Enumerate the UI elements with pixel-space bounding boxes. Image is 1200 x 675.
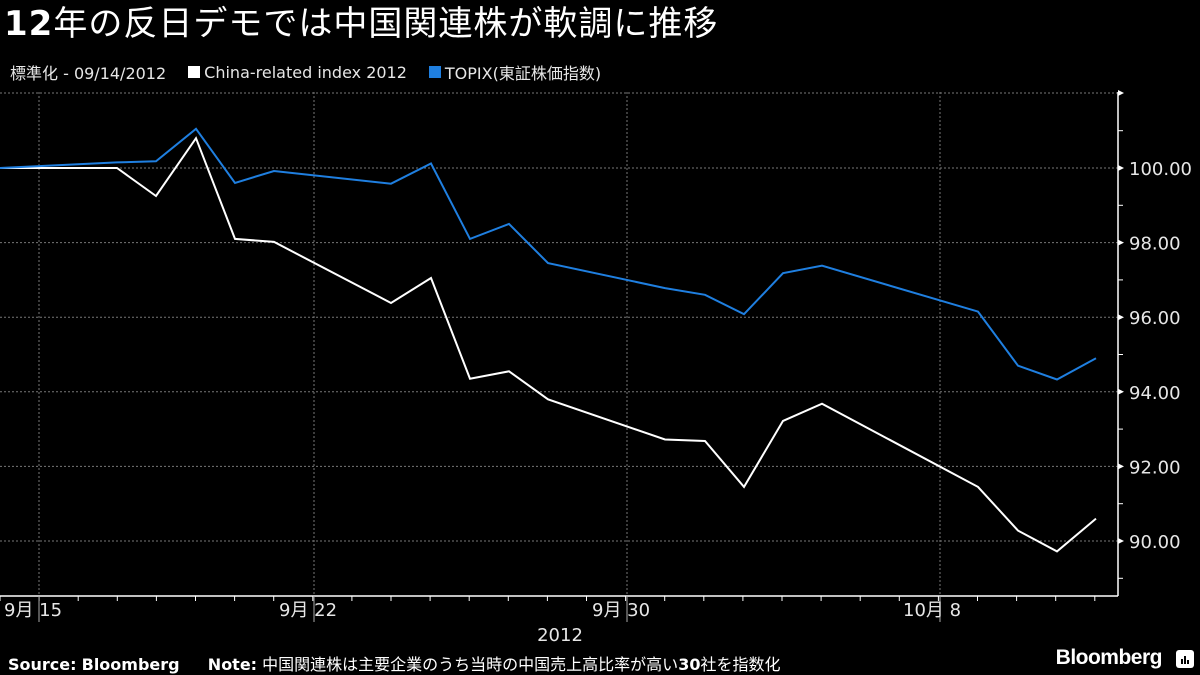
note-text-bold: 30 xyxy=(678,655,701,674)
note-text-pre: 中国関連株は主要企業のうち当時の中国売上高比率が高い xyxy=(262,655,679,674)
note-text-post: 社を指数化 xyxy=(700,655,781,674)
series-line xyxy=(0,127,1097,381)
y-tick-label: 92.00 xyxy=(1129,457,1181,478)
note-label: Note: xyxy=(207,655,258,674)
data-lines xyxy=(0,127,1097,553)
legend-swatch-blue-icon xyxy=(428,66,441,78)
y-tick-label: 90.00 xyxy=(1129,532,1181,553)
y-tick-label: 96.00 xyxy=(1129,308,1181,329)
grid-lines xyxy=(0,92,1118,596)
legend-swatch-white-icon xyxy=(188,66,201,78)
x-tick-label: 9月 30 xyxy=(592,600,650,621)
legend-item-topix[interactable]: TOPIX(東証株価指数) xyxy=(428,60,602,84)
legend-label: TOPIX(東証株価指数) xyxy=(444,64,602,83)
x-tick-label: 9月 22 xyxy=(279,600,337,621)
bloomberg-logo: Bloomberg xyxy=(1055,646,1163,669)
y-tick-label: 98.00 xyxy=(1129,234,1181,255)
chart-title: 12年の反日デモでは中国関連株が軟調に推移 xyxy=(4,2,718,46)
footer: Source: Bloomberg Note: 中国関連株は主要企業のうち当時の… xyxy=(8,651,780,675)
axes: 100.00 98.00 96.00 94.00 92.00 90.00 9月 15 9月 2… xyxy=(0,90,1192,646)
chart-title-bold: 12 xyxy=(4,4,54,44)
legend: 標準化 - 09/14/2012 China-related index 201… xyxy=(10,60,623,84)
x-axis-year: 2012 xyxy=(537,625,583,646)
y-tick-label: 100.00 xyxy=(1129,159,1192,180)
legend-label: China-related index 2012 xyxy=(204,62,407,82)
bloomberg-chart-icon xyxy=(1176,650,1194,668)
source-label: Source: xyxy=(8,655,77,674)
legend-item-china-index[interactable]: China-related index 2012 xyxy=(188,63,407,82)
source-value: Bloomberg xyxy=(81,655,180,674)
y-tick-label: 94.00 xyxy=(1129,383,1181,404)
x-tick-label: 10月 8 xyxy=(903,600,961,621)
x-tick-label: 9月 15 xyxy=(4,600,62,621)
chart-title-text: 年の反日デモでは中国関連株が軟調に推移 xyxy=(53,4,719,44)
series-line xyxy=(0,136,1097,553)
legend-normalization: 標準化 - 09/14/2012 xyxy=(10,64,167,83)
